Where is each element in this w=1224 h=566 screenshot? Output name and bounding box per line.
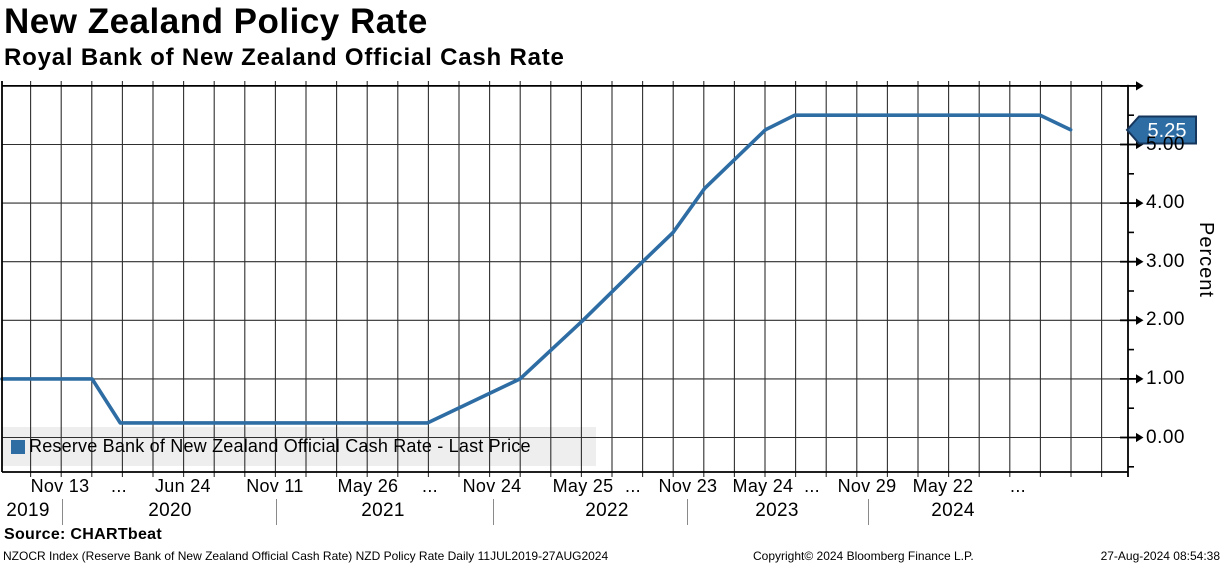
x-axis-date-label: ... <box>804 476 820 496</box>
x-axis-year-label: 2024 <box>931 500 975 521</box>
rate-line-series <box>0 113 1073 425</box>
x-axis-date-label: Nov 11 <box>246 476 304 496</box>
last-price-badge-shape <box>1125 115 1197 145</box>
x-axis-year-label: 2019 <box>6 500 50 521</box>
last-price-badge-value: 5.25 <box>1148 120 1187 142</box>
x-axis-date-label: May 25 <box>552 476 614 496</box>
x-axis-year-label: 2021 <box>361 500 405 521</box>
chart-subtitle: Royal Bank of New Zealand Official Cash … <box>4 44 565 71</box>
y-tick-arrow-icon <box>1136 432 1144 443</box>
y-tick-arrow-icon <box>1136 257 1144 267</box>
x-axis-date-label: ... <box>1010 476 1026 496</box>
x-axis-year-label: 2023 <box>755 500 799 521</box>
y-tick-arrow-icon <box>1136 81 1144 91</box>
legend-marker-icon <box>11 439 25 454</box>
x-axis-date-label: ... <box>422 476 438 496</box>
y-axis-tick-label: 1.00 <box>1146 367 1185 389</box>
axes-and-ticks <box>1 81 1144 477</box>
x-axis-date-label: May 26 <box>337 476 399 496</box>
year-separator-line <box>493 499 495 525</box>
gridlines <box>2 81 1128 477</box>
page-title: New Zealand Policy Rate <box>4 2 428 41</box>
x-axis-date-label: Nov 23 <box>658 476 718 496</box>
x-axis-date-label: Jun 24 <box>155 476 211 496</box>
policy-rate-line <box>0 113 1073 425</box>
last-price-badge: 5.25 <box>1125 115 1197 145</box>
y-axis-tick-label: 4.00 <box>1146 192 1185 214</box>
year-separator-line <box>275 499 277 525</box>
y-axis-tick-label: 3.00 <box>1146 250 1185 272</box>
year-separator-line <box>62 499 64 525</box>
x-axis-year-label: 2020 <box>148 500 192 521</box>
legend: Reserve Bank of New Zealand Official Cas… <box>2 427 596 466</box>
y-tick-arrow-icon <box>1136 198 1144 208</box>
copyright-notice: Copyright© 2024 Bloomberg Finance L.P. <box>753 549 974 563</box>
y-axis-tick-label: 5.00 <box>1146 133 1185 155</box>
x-axis-date-label: ... <box>111 476 127 496</box>
y-axis-title: Percent <box>1195 222 1217 298</box>
legend-label: Reserve Bank of New Zealand Official Cas… <box>29 436 531 456</box>
year-separator-line <box>868 499 869 525</box>
plot-area: 5.25 <box>0 81 1197 477</box>
y-tick-arrow-icon <box>1136 374 1144 384</box>
y-tick-arrow-icon <box>1136 315 1144 325</box>
y-axis-tick-label: 2.00 <box>1146 309 1185 331</box>
render-timestamp: 27-Aug-2024 08:54:38 <box>1100 549 1220 563</box>
y-axis-tick-label: 0.00 <box>1146 426 1185 448</box>
year-separator-line <box>686 499 688 525</box>
x-axis-date-label: Nov 29 <box>837 476 897 496</box>
x-axis-date-label: ... <box>625 476 641 496</box>
x-axis-date-label: May 24 <box>732 476 794 496</box>
x-axis-date-label: May 22 <box>912 476 974 496</box>
legend-band <box>2 427 596 466</box>
index-description: NZOCR Index (Reserve Bank of New Zealand… <box>3 549 609 563</box>
x-axis-date-label: Nov 13 <box>30 476 90 496</box>
x-axis-year-label: 2022 <box>585 500 629 521</box>
x-axis-date-label: Nov 24 <box>462 476 522 496</box>
source-line: Source: CHARTbeat <box>4 526 163 543</box>
